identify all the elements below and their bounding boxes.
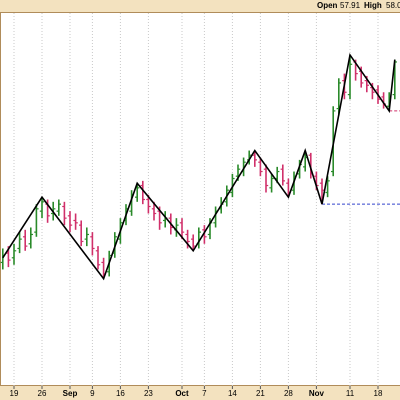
x-tick-label: 9 <box>90 389 95 398</box>
x-tick-label: 7 <box>202 389 207 398</box>
x-tick-label: 23 <box>144 389 153 398</box>
header-bar <box>0 0 400 12</box>
x-tick-label: 14 <box>228 389 237 398</box>
high-label: High <box>364 1 382 10</box>
x-tick-label: 11 <box>346 389 355 398</box>
x-tick-label: 21 <box>256 389 265 398</box>
x-tick-label: 26 <box>38 389 47 398</box>
open-label: Open <box>317 1 338 10</box>
plot-frame <box>0 12 400 386</box>
x-tick-label: 16 <box>116 389 125 398</box>
x-tick-label: 18 <box>374 389 383 398</box>
x-tick-label: 19 <box>10 389 19 398</box>
x-tick-label: Sep <box>63 389 78 398</box>
high-value: 58.0 <box>386 1 400 10</box>
x-tick-label: Nov <box>309 389 325 398</box>
zigzag-line <box>2 52 396 281</box>
axis-bar <box>0 386 400 400</box>
x-tick-label: Oct <box>175 389 189 398</box>
x-tick-label: 28 <box>284 389 293 398</box>
open-value: 57.91 <box>340 1 361 10</box>
